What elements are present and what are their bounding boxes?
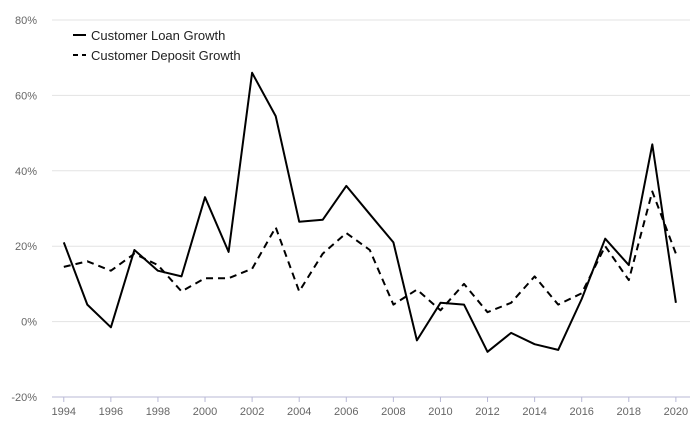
series-line-deposit-growth [63, 190, 677, 314]
legend-label-deposit: Customer Deposit Growth [91, 48, 241, 63]
series-line-loan-growth [62, 71, 677, 353]
x-tick-label: 2006 [334, 406, 358, 418]
x-tick-label: 2018 [617, 406, 641, 418]
y-tick-label: 80% [15, 15, 37, 27]
y-axis-tick-labels: 80% 60% 40% 20% 0% -20% [11, 15, 37, 404]
x-tick-label: 2002 [240, 406, 264, 418]
x-tick-label: 2010 [428, 406, 452, 418]
x-tick-label: 2004 [287, 406, 311, 418]
legend-label-loan: Customer Loan Growth [91, 28, 225, 43]
legend: Customer Loan Growth Customer Deposit Gr… [73, 28, 241, 63]
x-tick-label: 2014 [522, 406, 546, 418]
y-tick-label: 0% [21, 317, 37, 329]
x-tick-label: 2020 [664, 406, 688, 418]
x-tick-label: 1998 [146, 406, 170, 418]
x-tick-label: 1994 [52, 406, 76, 418]
y-tick-label: 40% [15, 166, 37, 178]
x-tick-label: 2008 [381, 406, 405, 418]
x-tick-label: 2000 [193, 406, 217, 418]
y-tick-label: 60% [15, 90, 37, 102]
y-tick-label: 20% [15, 241, 37, 253]
x-axis-tick-labels: 1994 1996 1998 2000 2002 2004 2006 2008 2010 2012… [52, 406, 689, 418]
y-tick-label: -20% [11, 392, 37, 404]
x-tick-label: 2016 [569, 406, 593, 418]
x-tick-label: 1996 [99, 406, 123, 418]
x-axis [52, 396, 690, 402]
x-tick-label: 2012 [475, 406, 499, 418]
series-lines [62, 71, 677, 353]
gridlines [52, 19, 690, 323]
